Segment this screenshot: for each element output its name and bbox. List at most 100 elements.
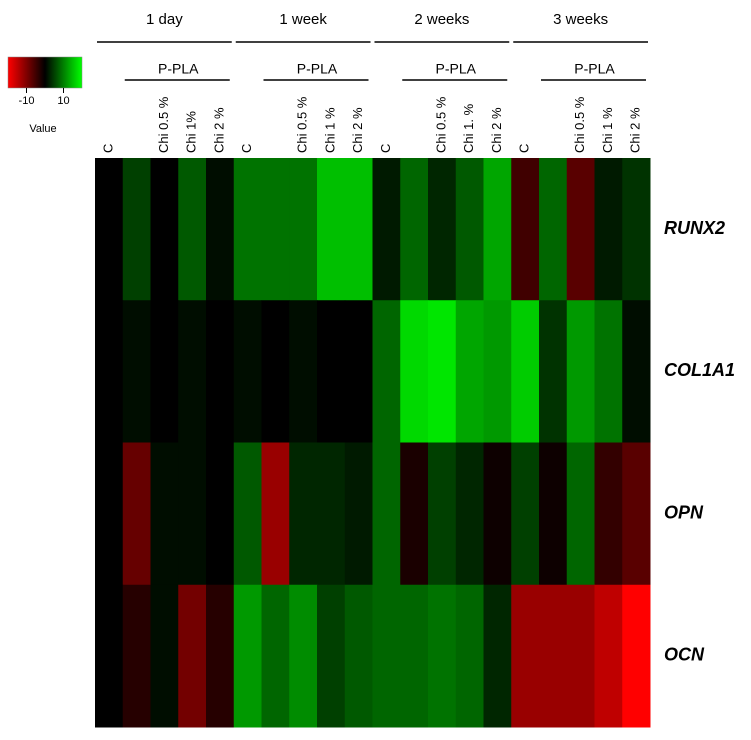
- column-label: C: [239, 144, 254, 153]
- subgroup-label: P-PLA: [158, 61, 199, 77]
- column-label: C: [517, 144, 532, 153]
- heat-cell: [178, 158, 207, 301]
- column-label: Chi 2 %: [628, 107, 643, 153]
- heat-cell: [372, 442, 401, 586]
- heat-cell: [150, 158, 179, 301]
- column-label: Chi 2 %: [211, 107, 226, 153]
- heat-cell: [261, 584, 290, 728]
- heat-cell: [289, 158, 318, 301]
- column-label: Chi 1. %: [461, 103, 476, 153]
- heat-cell: [594, 300, 623, 443]
- heat-cell: [511, 584, 540, 728]
- heat-cell: [289, 300, 318, 443]
- group-label: 1 week: [279, 11, 327, 28]
- row-label: OPN: [664, 502, 704, 522]
- heat-cell: [594, 442, 623, 586]
- heat-cell: [539, 158, 568, 301]
- heat-cell: [511, 442, 540, 586]
- heat-cell: [400, 300, 429, 443]
- heat-cell: [233, 158, 262, 301]
- heat-cell: [95, 300, 124, 443]
- heat-cell: [233, 442, 262, 586]
- heat-cell: [539, 442, 568, 586]
- column-label: Chi 0.5 %: [295, 96, 310, 153]
- subgroup-label: P-PLA: [436, 61, 477, 77]
- heat-cell: [539, 300, 568, 443]
- heat-cell: [344, 442, 373, 586]
- heat-cell: [400, 158, 429, 301]
- legend-tick-label: -10: [19, 95, 35, 107]
- heat-cell: [455, 300, 484, 443]
- heat-cell: [566, 300, 595, 443]
- heat-cell: [122, 442, 151, 586]
- heat-cell: [483, 158, 512, 301]
- heat-cell: [428, 300, 457, 443]
- heat-cell: [178, 300, 207, 443]
- heat-cell: [594, 584, 623, 728]
- heat-cell: [566, 584, 595, 728]
- column-label: C: [378, 144, 393, 153]
- column-label: Chi 1 %: [600, 107, 615, 153]
- row-label: RUNX2: [664, 218, 725, 238]
- heat-cell: [344, 300, 373, 443]
- legend-tick-label: 10: [57, 95, 69, 107]
- heat-cell: [95, 158, 124, 301]
- heat-cell: [317, 300, 346, 443]
- heat-cell: [317, 584, 346, 728]
- column-label: Chi 0.5 %: [572, 96, 587, 153]
- heat-cell: [206, 158, 235, 301]
- heat-cell: [511, 300, 540, 443]
- heat-cell: [344, 584, 373, 728]
- column-label: C: [100, 144, 115, 153]
- column-label: Chi 2 %: [489, 107, 504, 153]
- heat-cell: [622, 158, 651, 301]
- heat-cell: [428, 442, 457, 586]
- heat-cell: [261, 158, 290, 301]
- subgroup-label: P-PLA: [574, 61, 615, 77]
- column-label: Chi 1%: [184, 111, 199, 153]
- column-label: Chi 1 %: [322, 107, 337, 153]
- heat-cell: [95, 442, 124, 586]
- heat-cell: [372, 158, 401, 301]
- heat-cell: [511, 158, 540, 301]
- group-label: 1 day: [146, 11, 183, 28]
- heat-cell: [261, 300, 290, 443]
- legend-colorbar: [7, 56, 83, 89]
- heat-cell: [428, 158, 457, 301]
- heat-cell: [455, 584, 484, 728]
- heat-cell: [566, 442, 595, 586]
- heat-cell: [150, 584, 179, 728]
- heat-cell: [206, 584, 235, 728]
- heat-cell: [317, 158, 346, 301]
- heat-cell: [95, 584, 124, 728]
- heat-cell: [178, 442, 207, 586]
- heat-cell: [150, 442, 179, 586]
- heat-cell: [483, 442, 512, 586]
- group-label: 2 weeks: [414, 11, 469, 28]
- subgroup-label: P-PLA: [297, 61, 338, 77]
- heat-cell: [289, 442, 318, 586]
- heat-cell: [122, 300, 151, 443]
- heat-cell: [122, 584, 151, 728]
- heat-cell: [622, 300, 651, 443]
- column-label: Chi 2 %: [350, 107, 365, 153]
- heat-cell: [344, 158, 373, 301]
- legend-title: Value: [29, 123, 56, 135]
- heat-cell: [372, 300, 401, 443]
- heat-cell: [455, 442, 484, 586]
- heat-cell: [428, 584, 457, 728]
- heat-cell: [622, 442, 651, 586]
- heat-cell: [178, 584, 207, 728]
- heat-cell: [233, 584, 262, 728]
- heat-cell: [622, 584, 651, 728]
- heat-cell: [261, 442, 290, 586]
- heat-cell: [539, 584, 568, 728]
- heat-cell: [455, 158, 484, 301]
- heat-cell: [289, 584, 318, 728]
- heat-cell: [566, 158, 595, 301]
- heat-cell: [206, 442, 235, 586]
- heat-cell: [594, 158, 623, 301]
- heat-cell: [483, 584, 512, 728]
- heat-cell: [122, 158, 151, 301]
